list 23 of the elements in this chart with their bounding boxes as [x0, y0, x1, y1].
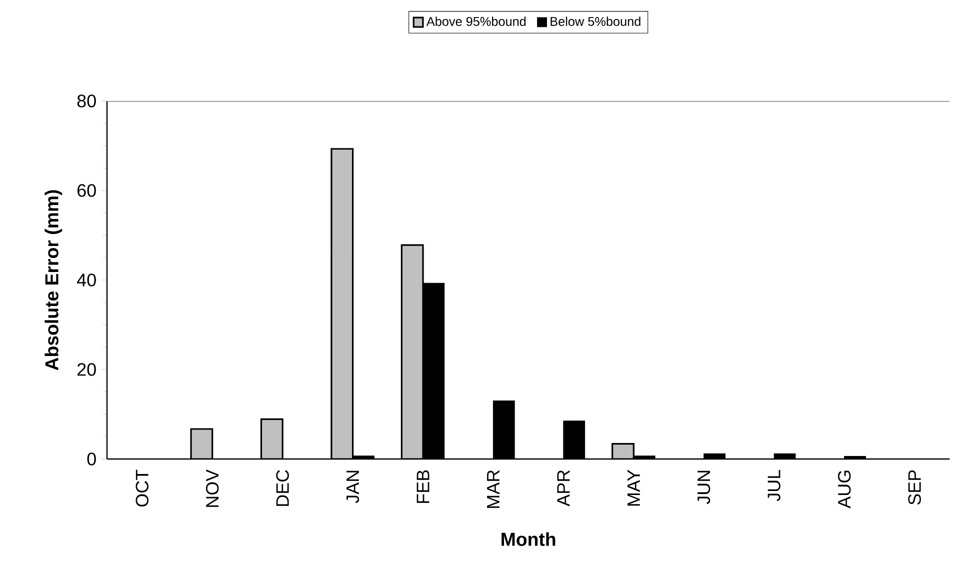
legend-label: Below 5%bound [550, 16, 640, 26]
x-tick-label: OCT [136, 470, 148, 507]
x-tick-label: JUN [698, 470, 710, 504]
x-tick-label: JUL [768, 470, 780, 502]
y-tick-label: 60 [78, 184, 96, 197]
x-tick-label: DEC [276, 470, 289, 506]
y-tick-label: 40 [77, 274, 96, 286]
x-tick-label: JAN [346, 470, 360, 504]
legend-label: Above 95%bound [426, 16, 526, 26]
y-axis-title: Absolute Error (mm) [44, 190, 62, 370]
x-tick-label: AUG [838, 470, 851, 508]
x-tick-label: MAR [487, 470, 500, 508]
x-tick-label: SEP [908, 470, 921, 505]
x-axis-title: Month [502, 532, 556, 546]
x-tick-label: APR [557, 470, 570, 506]
y-tick-label: 80 [77, 94, 96, 108]
bar [400, 244, 424, 459]
x-tick-label: FEB [416, 470, 430, 503]
x-tick-label: MAY [627, 470, 640, 506]
y-tick-label: 20 [77, 363, 96, 376]
bar [330, 148, 354, 459]
y-tick-label: 0 [87, 452, 96, 466]
x-tick-label: NOV [206, 469, 219, 507]
